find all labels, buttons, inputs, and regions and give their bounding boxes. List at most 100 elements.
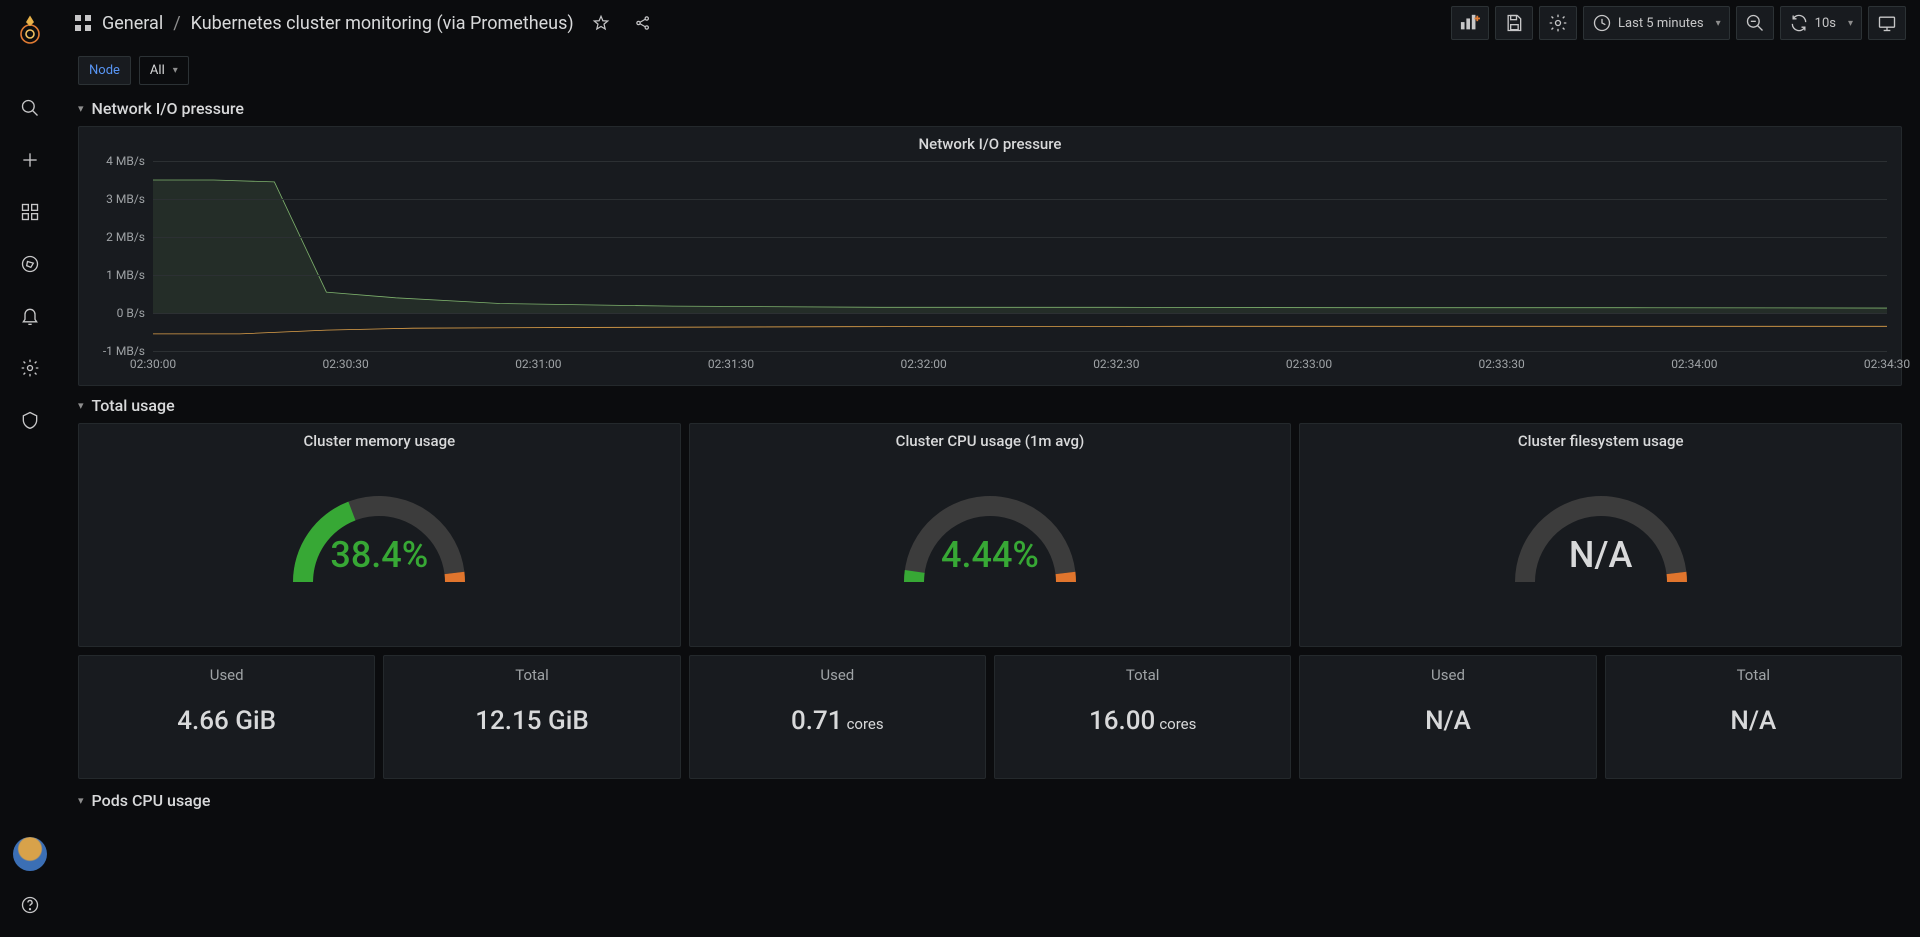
gridline: [153, 237, 1887, 238]
save-button[interactable]: [1495, 6, 1533, 40]
stat-label: Total: [1126, 666, 1160, 684]
stat-value: 4.66 GiB: [177, 706, 276, 736]
gridline: [153, 351, 1887, 352]
panel-title: Network I/O pressure: [79, 127, 1901, 157]
variable-node-select[interactable]: All ▾: [139, 56, 189, 85]
stat-row: Used 4.66 GiB Total 12.15 GiB Used 0.71cores T…: [78, 655, 1902, 779]
zoom-out-button[interactable]: [1736, 6, 1774, 40]
refresh-button[interactable]: 10s ▾: [1780, 6, 1862, 40]
chevron-down-icon: ▾: [1716, 18, 1721, 29]
stat-label: Used: [1431, 666, 1465, 684]
help-icon[interactable]: [10, 885, 50, 925]
time-range-picker[interactable]: Last 5 minutes ▾: [1583, 6, 1730, 40]
variable-row: Node All ▾: [78, 56, 1902, 85]
gauge-value: 4.44%: [941, 534, 1039, 576]
stat-value: N/A: [1730, 706, 1776, 736]
row-title: Pods CPU usage: [92, 791, 211, 810]
xtick: 02:32:00: [901, 357, 947, 371]
stat-panel[interactable]: Used 4.66 GiB: [78, 655, 375, 779]
panel-title: Cluster CPU usage (1m avg): [896, 424, 1085, 454]
stat-label: Total: [515, 666, 549, 684]
xtick: 02:31:30: [708, 357, 754, 371]
stat-panel[interactable]: Used N/A: [1299, 655, 1596, 779]
stat-value: 12.15 GiB: [475, 706, 589, 736]
variable-node-label[interactable]: Node: [78, 56, 131, 85]
usage-grid: Cluster memory usage 38.4% Cluster CPU usa…: [78, 423, 1902, 779]
xtick: 02:30:00: [130, 357, 176, 371]
plus-icon[interactable]: [10, 140, 50, 180]
dashboard-grid-icon[interactable]: [74, 14, 92, 32]
network-io-panel[interactable]: Network I/O pressure 4 MB/s 3 MB/s 2 MB/s 1…: [78, 126, 1902, 386]
add-panel-button[interactable]: [1451, 6, 1489, 40]
row-total-header[interactable]: ▾ Total usage: [78, 396, 1902, 415]
explore-icon[interactable]: [10, 244, 50, 284]
dashboard-body: Node All ▾ ▾ Network I/O pressure Networ…: [60, 46, 1920, 937]
ytick: 3 MB/s: [93, 192, 145, 206]
gauge-value: 38.4%: [330, 534, 428, 576]
xtick: 02:33:30: [1479, 357, 1525, 371]
ytick: -1 MB/s: [93, 344, 145, 358]
stat-panel[interactable]: Total 12.15 GiB: [383, 655, 680, 779]
panel-title: Cluster filesystem usage: [1518, 424, 1684, 454]
breadcrumb: General / Kubernetes cluster monitoring …: [102, 13, 574, 34]
stat-value: 16.00cores: [1089, 706, 1196, 736]
chevron-down-icon: ▾: [1848, 18, 1853, 29]
server-admin-icon[interactable]: [10, 400, 50, 440]
share-icon[interactable]: [628, 8, 658, 38]
row-network-header[interactable]: ▾ Network I/O pressure: [78, 99, 1902, 118]
row-title: Total usage: [92, 396, 175, 415]
panel-title: Cluster memory usage: [304, 424, 456, 454]
configuration-icon[interactable]: [10, 348, 50, 388]
chevron-down-icon: ▾: [78, 399, 84, 412]
gauge-value: N/A: [1569, 534, 1632, 576]
ytick: 1 MB/s: [93, 268, 145, 282]
xtick: 02:31:00: [515, 357, 561, 371]
network-chart-area: 4 MB/s3 MB/s2 MB/s1 MB/s0 B/s-1 MB/s: [93, 161, 1887, 351]
refresh-interval: 10s: [1815, 16, 1836, 31]
xtick: 02:34:30: [1864, 357, 1910, 371]
ytick: 0 B/s: [93, 306, 145, 320]
chevron-down-icon: ▾: [78, 102, 84, 115]
breadcrumb-folder[interactable]: General: [102, 13, 163, 34]
gridline: [153, 313, 1887, 314]
stat-panel[interactable]: Total N/A: [1605, 655, 1902, 779]
network-xaxis: 02:30:0002:30:3002:31:0002:31:3002:32:00…: [153, 357, 1887, 375]
stat-value: 0.71cores: [791, 706, 884, 736]
dashboards-icon[interactable]: [10, 192, 50, 232]
row-pods-header[interactable]: ▾ Pods CPU usage: [78, 791, 1902, 810]
xtick: 02:32:30: [1093, 357, 1139, 371]
grafana-logo[interactable]: [13, 14, 47, 48]
nav-sidebar: [0, 0, 60, 937]
gauge-panel[interactable]: Cluster filesystem usage N/A: [1299, 423, 1902, 647]
stat-label: Used: [210, 666, 244, 684]
stat-value: N/A: [1425, 706, 1471, 736]
gridline: [153, 161, 1887, 162]
gauge-panel[interactable]: Cluster CPU usage (1m avg) 4.44%: [689, 423, 1292, 647]
breadcrumb-sep: /: [173, 13, 180, 34]
chevron-down-icon: ▾: [78, 794, 84, 807]
stat-label: Used: [820, 666, 854, 684]
page-title[interactable]: Kubernetes cluster monitoring (via Prome…: [191, 13, 574, 34]
tv-mode-button[interactable]: [1868, 6, 1906, 40]
xtick: 02:30:30: [323, 357, 369, 371]
stat-panel[interactable]: Total 16.00cores: [994, 655, 1291, 779]
row-title: Network I/O pressure: [92, 99, 244, 118]
gauge-panel[interactable]: Cluster memory usage 38.4%: [78, 423, 681, 647]
stat-label: Total: [1737, 666, 1771, 684]
time-range-label: Last 5 minutes: [1618, 16, 1704, 31]
topbar: General / Kubernetes cluster monitoring …: [60, 0, 1920, 46]
settings-button[interactable]: [1539, 6, 1577, 40]
ytick: 2 MB/s: [93, 230, 145, 244]
search-icon[interactable]: [10, 88, 50, 128]
ytick: 4 MB/s: [93, 154, 145, 168]
gridline: [153, 199, 1887, 200]
variable-node-value: All: [150, 63, 165, 78]
alerting-icon[interactable]: [10, 296, 50, 336]
user-avatar[interactable]: [13, 837, 47, 871]
xtick: 02:34:00: [1671, 357, 1717, 371]
gridline: [153, 275, 1887, 276]
chevron-down-icon: ▾: [173, 65, 178, 76]
stat-panel[interactable]: Used 0.71cores: [689, 655, 986, 779]
xtick: 02:33:00: [1286, 357, 1332, 371]
star-icon[interactable]: [586, 8, 616, 38]
